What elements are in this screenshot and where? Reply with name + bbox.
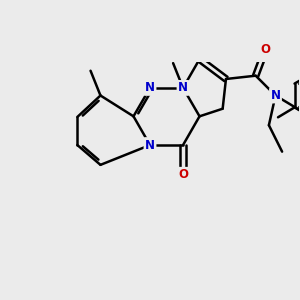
Text: N: N xyxy=(145,81,155,94)
Text: O: O xyxy=(261,43,271,56)
Text: N: N xyxy=(145,139,155,152)
Text: O: O xyxy=(178,168,188,181)
Text: N: N xyxy=(178,81,188,94)
Text: N: N xyxy=(271,89,281,102)
